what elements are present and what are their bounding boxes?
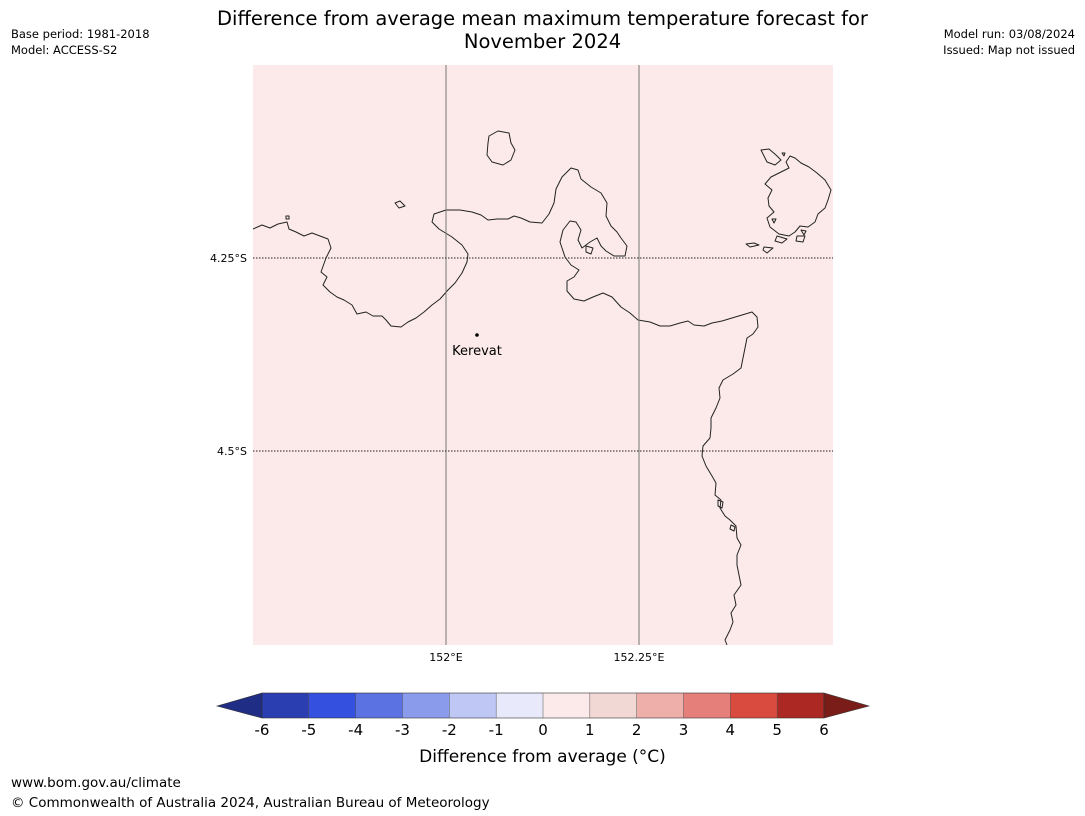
colorbar-tick-label: -4: [348, 721, 363, 739]
colorbar-segment: [355, 693, 403, 718]
coastline-duke-of-york-islands: [745, 148, 832, 254]
colorbar-under-arrow: [215, 692, 263, 719]
forecast-metadata-right: Model run: 03/08/2024 Issued: Map not is…: [943, 26, 1075, 58]
colorbar-segment: [262, 693, 310, 718]
colorbar-tick-label: 0: [538, 721, 548, 739]
map-panel: [253, 65, 833, 645]
coastline-islet-east: [717, 499, 736, 532]
issued-text: Issued: Map not issued: [943, 43, 1075, 57]
coastline-dot-west: [285, 215, 290, 220]
map-title-line-2: November 2024: [463, 30, 622, 53]
colorbar-segment: [730, 693, 778, 718]
place-marker: [475, 333, 479, 337]
colorbar-segment: [496, 693, 544, 718]
coastline-islet-west: [394, 200, 406, 209]
coastline-group: [252, 130, 832, 646]
colorbar-tick-label: 5: [772, 721, 782, 739]
colorbar-segment: [543, 693, 591, 718]
coastline-islet-bay: [585, 245, 594, 255]
lon-label-152-25e: 152.25°E: [614, 651, 665, 664]
graticule: [253, 65, 833, 645]
colorbar-tick-label: 1: [585, 721, 595, 739]
footer-copyright: © Commonwealth of Australia 2024, Austra…: [11, 795, 490, 811]
colorbar-over-arrow: [823, 692, 871, 719]
model-run-text: Model run: 03/08/2024: [943, 27, 1075, 41]
colorbar-segment: [777, 693, 825, 718]
colorbar-segment: [449, 693, 497, 718]
place-label: Kerevat: [452, 344, 502, 359]
base-period-text: Base period: 1981-2018: [11, 27, 150, 41]
colorbar-segment: [308, 693, 357, 718]
map-title: Difference from average mean maximum tem…: [160, 7, 925, 53]
colorbar-segment: [589, 693, 638, 718]
colorbar: -6 -5 -4 -3 -2 -1 0 1 2 3 4 5 6: [215, 692, 871, 739]
colorbar-label: Difference from average (°C): [419, 747, 666, 767]
colorbar-segment: [636, 693, 684, 718]
map-title-line-1: Difference from average mean maximum tem…: [217, 7, 868, 30]
colorbar-tick-label: -5: [301, 721, 316, 739]
colorbar-tick-label: 6: [819, 721, 829, 739]
model-text: Model: ACCESS-S2: [11, 43, 118, 57]
colorbar-segment: [683, 693, 731, 718]
colorbar-tick-label: 3: [679, 721, 689, 739]
forecast-metadata-left: Base period: 1981-2018 Model: ACCESS-S2: [11, 26, 150, 58]
lat-label-4-5s: 4.5°S: [217, 445, 247, 458]
colorbar-tick-label: -2: [442, 721, 457, 739]
colorbar-tick-label: -1: [489, 721, 504, 739]
coastline-gazelle-peninsula: [252, 167, 759, 646]
colorbar-tick-label: 4: [726, 721, 736, 739]
colorbar-tick-label: -6: [255, 721, 270, 739]
lat-label-4-25s: 4.25°S: [210, 252, 247, 265]
colorbar-tick-label: 2: [632, 721, 642, 739]
colorbar-tick-label: -3: [395, 721, 410, 739]
colorbar-segment: [402, 693, 450, 718]
coastline-island-north: [486, 130, 516, 166]
footer-url: www.bom.gov.au/climate: [11, 775, 181, 791]
lon-label-152e: 152°E: [429, 651, 462, 664]
